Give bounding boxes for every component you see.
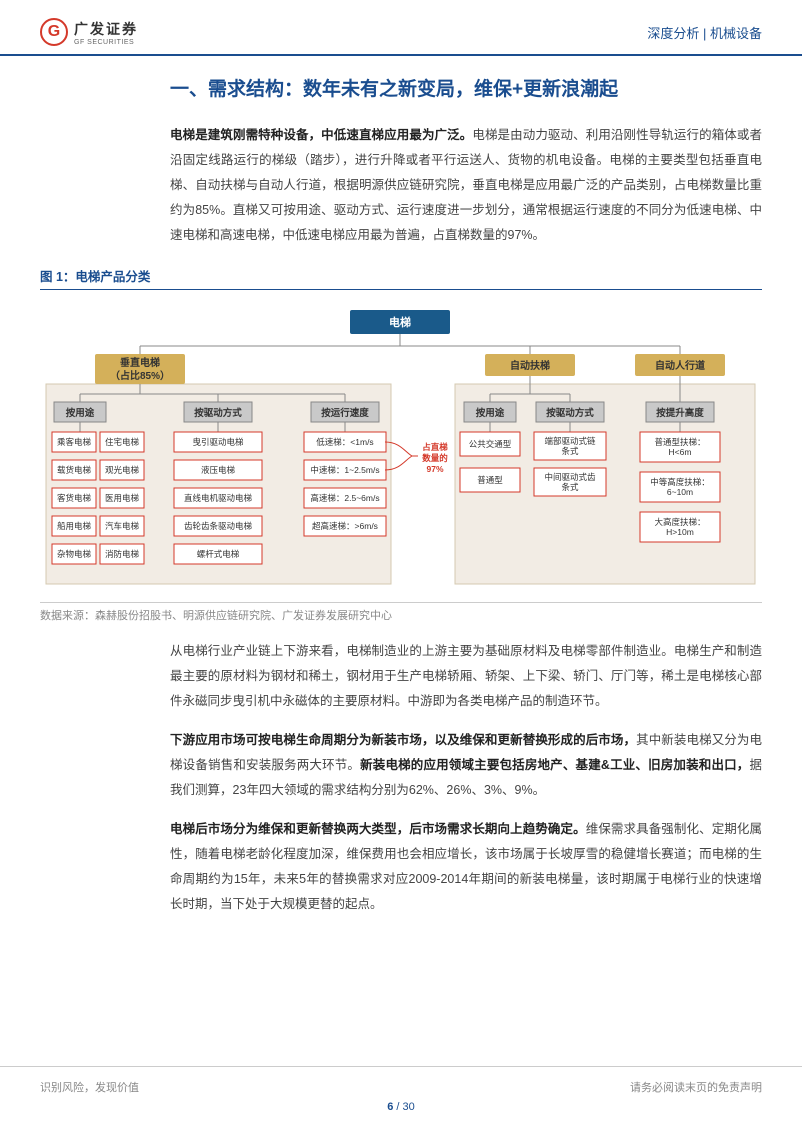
svg-text:端部驱动式链: 端部驱动式链 — [544, 436, 596, 446]
svg-text:按驱动方式: 按驱动方式 — [546, 407, 594, 419]
page-header: G 广发证券 GF SECURITIES 深度分析 | 机械设备 — [0, 0, 802, 56]
svg-text:直线电机驱动电梯: 直线电机驱动电梯 — [184, 493, 253, 503]
svg-text:曳引驱动电梯: 曳引驱动电梯 — [192, 437, 244, 447]
paragraph-3: 下游应用市场可按电梯生命周期分为新装市场，以及维保和更新替换形成的后市场，其中新… — [170, 728, 762, 803]
svg-text:条式: 条式 — [561, 482, 579, 492]
logo-en: GF SECURITIES — [74, 39, 138, 46]
page-footer: 识别风险，发现价值 请务必阅读末页的免责声明 6 / 30 — [0, 1066, 802, 1133]
svg-text:螺杆式电梯: 螺杆式电梯 — [197, 549, 240, 559]
logo: G 广发证券 GF SECURITIES — [40, 18, 138, 46]
svg-text:观光电梯: 观光电梯 — [105, 465, 140, 475]
footer-page: 6 / 30 — [40, 1101, 762, 1113]
logo-cn: 广发证券 — [74, 19, 138, 39]
svg-text:按用途: 按用途 — [476, 407, 505, 419]
svg-text:按驱动方式: 按驱动方式 — [194, 407, 242, 419]
svg-text:中速梯：1~2.5m/s: 中速梯：1~2.5m/s — [310, 465, 379, 475]
figure-1-label: 图 1：电梯产品分类 — [40, 262, 762, 290]
svg-text:6~10m: 6~10m — [667, 487, 693, 497]
svg-text:住宅电梯: 住宅电梯 — [105, 437, 140, 447]
svg-text:按用途: 按用途 — [66, 407, 95, 419]
svg-text:普通型扶梯：: 普通型扶梯： — [654, 437, 705, 447]
svg-text:杂物电梯: 杂物电梯 — [57, 549, 92, 559]
footer-left: 识别风险，发现价值 — [40, 1079, 139, 1095]
svg-text:中等高度扶梯：: 中等高度扶梯： — [650, 477, 710, 487]
para1-lead: 电梯是建筑刚需特种设备，中低速直梯应用最为广泛。 — [170, 128, 472, 142]
svg-text:按运行速度: 按运行速度 — [321, 407, 369, 419]
svg-text:中间驱动式齿: 中间驱动式齿 — [544, 472, 596, 482]
content: 一、需求结构：数年未有之新变局，维保+更新浪潮起 电梯是建筑刚需特种设备，中低速… — [0, 56, 802, 917]
svg-text:占直梯: 占直梯 — [422, 442, 448, 452]
logo-text: 广发证券 GF SECURITIES — [74, 19, 138, 46]
svg-text:H<6m: H<6m — [669, 447, 692, 457]
svg-text:垂直电梯: 垂直电梯 — [120, 356, 160, 369]
svg-text:汽车电梯: 汽车电梯 — [105, 521, 140, 531]
paragraph-1: 电梯是建筑刚需特种设备，中低速直梯应用最为广泛。电梯是由动力驱动、利用沿刚性导轨… — [170, 123, 762, 248]
svg-text:液压电梯: 液压电梯 — [201, 465, 236, 475]
section-title: 一、需求结构：数年未有之新变局，维保+更新浪潮起 — [170, 76, 762, 105]
svg-text:超高速梯：>6m/s: 超高速梯：>6m/s — [312, 521, 378, 531]
svg-text:公共交通型: 公共交通型 — [469, 439, 512, 449]
svg-text:载货电梯: 载货电梯 — [57, 465, 92, 475]
para4-lead: 电梯后市场分为维保和更新替换两大类型，后市场需求长期向上趋势确定。 — [170, 822, 586, 836]
svg-text:自动人行道: 自动人行道 — [655, 359, 705, 372]
svg-text:高速梯：2.5~6m/s: 高速梯：2.5~6m/s — [310, 493, 379, 503]
footer-right: 请务必阅读末页的免责声明 — [630, 1079, 762, 1095]
logo-icon: G — [40, 18, 68, 46]
figure-1-diagram: 电梯 垂直电梯 （占比85%） 自动扶梯 自动人行道 按用途 按驱动方式 按运行… — [40, 300, 762, 596]
svg-text:97%: 97% — [426, 464, 443, 474]
svg-text:船用电梯: 船用电梯 — [57, 521, 92, 531]
para1-body: 电梯是由动力驱动、利用沿刚性导轨运行的箱体或者沿固定线路运行的梯级（踏步），进行… — [170, 128, 762, 242]
svg-text:（占比85%）: （占比85%） — [110, 369, 170, 382]
svg-text:客货电梯: 客货电梯 — [57, 493, 92, 503]
svg-text:消防电梯: 消防电梯 — [105, 549, 140, 559]
svg-text:电梯: 电梯 — [389, 315, 411, 329]
para3-lead2: 新装电梯的应用领域主要包括房地产、基建&工业、旧房加装和出口， — [360, 758, 749, 772]
para3-lead1: 下游应用市场可按电梯生命周期分为新装市场，以及维保和更新替换形成的后市场， — [170, 733, 636, 747]
paragraph-4: 电梯后市场分为维保和更新替换两大类型，后市场需求长期向上趋势确定。维保需求具备强… — [170, 817, 762, 917]
svg-text:自动扶梯: 自动扶梯 — [510, 359, 550, 372]
svg-text:乘客电梯: 乘客电梯 — [57, 437, 92, 447]
svg-text:医用电梯: 医用电梯 — [105, 493, 140, 503]
paragraph-2: 从电梯行业产业链上下游来看，电梯制造业的上游主要为基础原材料及电梯零部件制造业。… — [170, 639, 762, 714]
svg-text:大高度扶梯：: 大高度扶梯： — [654, 517, 705, 527]
header-category: 深度分析 | 机械设备 — [647, 23, 762, 42]
svg-text:齿轮齿条驱动电梯: 齿轮齿条驱动电梯 — [184, 521, 253, 531]
svg-text:普通型: 普通型 — [477, 475, 503, 485]
svg-text:按提升高度: 按提升高度 — [656, 407, 704, 419]
figure-1-source: 数据来源：森赫股份招股书、明源供应链研究院、广发证券发展研究中心 — [40, 602, 762, 623]
svg-text:低速梯：<1m/s: 低速梯：<1m/s — [316, 437, 373, 447]
svg-text:数量的: 数量的 — [422, 453, 448, 463]
svg-text:条式: 条式 — [561, 446, 579, 456]
svg-text:H>10m: H>10m — [666, 527, 694, 537]
